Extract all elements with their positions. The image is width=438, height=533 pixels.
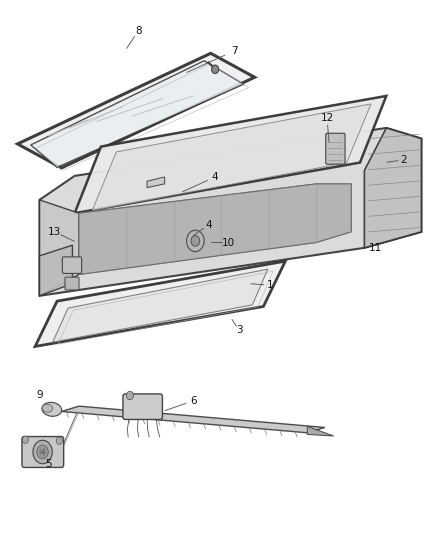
- Circle shape: [22, 436, 28, 443]
- Ellipse shape: [42, 402, 61, 416]
- Text: 10: 10: [221, 238, 234, 247]
- FancyBboxPatch shape: [65, 277, 79, 290]
- FancyBboxPatch shape: [62, 257, 81, 273]
- Text: 4: 4: [211, 172, 218, 182]
- Polygon shape: [35, 261, 285, 346]
- Circle shape: [56, 437, 62, 445]
- Text: 11: 11: [368, 243, 381, 253]
- Text: 4: 4: [205, 220, 212, 230]
- Text: 1: 1: [266, 280, 273, 290]
- Circle shape: [126, 391, 133, 400]
- Circle shape: [211, 65, 218, 74]
- Polygon shape: [307, 426, 333, 436]
- Polygon shape: [39, 128, 420, 296]
- Circle shape: [186, 230, 204, 252]
- Text: 12: 12: [320, 114, 333, 123]
- Text: 13: 13: [48, 227, 61, 237]
- Text: 7: 7: [231, 46, 238, 55]
- Polygon shape: [92, 104, 370, 211]
- Text: 5: 5: [45, 459, 52, 469]
- Polygon shape: [79, 184, 350, 274]
- Text: 3: 3: [235, 326, 242, 335]
- FancyBboxPatch shape: [22, 437, 64, 467]
- Polygon shape: [18, 53, 254, 168]
- Polygon shape: [79, 184, 350, 274]
- Circle shape: [37, 445, 48, 459]
- Polygon shape: [74, 96, 385, 213]
- Polygon shape: [31, 61, 243, 167]
- Polygon shape: [39, 200, 79, 296]
- Polygon shape: [61, 406, 324, 433]
- Text: 9: 9: [36, 391, 43, 400]
- Text: 8: 8: [134, 26, 141, 36]
- Ellipse shape: [42, 404, 53, 413]
- Polygon shape: [39, 245, 72, 296]
- Text: 6: 6: [189, 396, 196, 406]
- Polygon shape: [364, 128, 420, 248]
- Circle shape: [191, 236, 199, 246]
- FancyBboxPatch shape: [325, 133, 344, 164]
- Circle shape: [33, 440, 52, 464]
- FancyBboxPatch shape: [123, 394, 162, 419]
- Polygon shape: [53, 269, 267, 342]
- Text: 2: 2: [399, 155, 406, 165]
- Polygon shape: [147, 177, 164, 188]
